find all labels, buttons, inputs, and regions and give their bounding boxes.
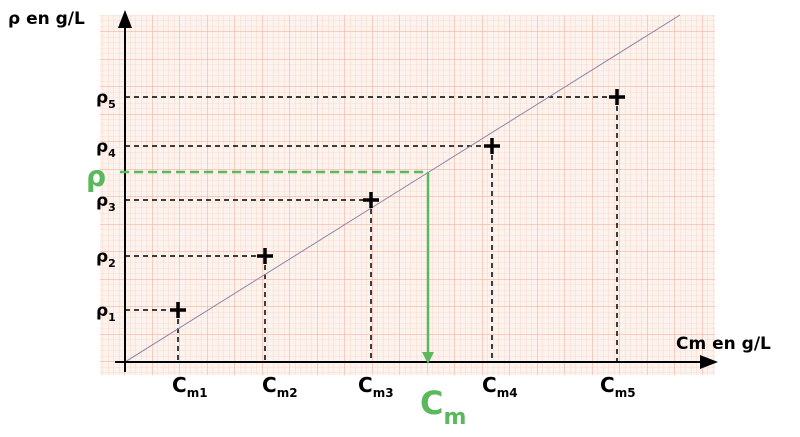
- point-cross: [257, 248, 273, 264]
- point-cross: [609, 89, 625, 105]
- x-label-base: C: [482, 373, 497, 397]
- x-label-sub: m4: [497, 386, 518, 400]
- x-label-sub: m1: [187, 386, 208, 400]
- calibration-line: [124, 14, 681, 363]
- y-label-base: ρ: [96, 88, 108, 108]
- point-cross: [484, 138, 500, 154]
- y-label: ρ1: [96, 301, 116, 324]
- point-cross: [170, 302, 186, 318]
- x-axis-label: Cm en g/L: [676, 334, 771, 354]
- reading-arrow: [422, 352, 434, 364]
- x-label-base: C: [262, 373, 277, 397]
- reading-x-sub: m: [443, 405, 466, 430]
- y-label: ρ2: [96, 247, 116, 270]
- x-label: Cm4: [482, 373, 518, 400]
- y-label-sub: 3: [108, 201, 116, 214]
- x-label-base: C: [358, 373, 373, 397]
- y-label-sub: 1: [108, 311, 116, 324]
- y-label-sub: 2: [108, 257, 116, 270]
- y-label-base: ρ: [96, 247, 108, 267]
- x-label-base: C: [172, 373, 187, 397]
- guides: [125, 96, 618, 362]
- y-label-base: ρ: [96, 301, 108, 321]
- reading-y-label: ρ: [86, 160, 106, 193]
- reading-x-base: C: [420, 384, 443, 422]
- y-arrow: [118, 10, 132, 28]
- x-label: Cm1: [172, 373, 208, 400]
- x-label: Cm2: [262, 373, 298, 400]
- y-label-sub: 4: [108, 147, 116, 160]
- y-label-sub: 5: [108, 98, 116, 111]
- x-label: Cm3: [358, 373, 394, 400]
- graph-grid: [100, 15, 715, 375]
- x-label-sub: m3: [373, 386, 394, 400]
- reading-x-label: Cm: [420, 384, 466, 430]
- x-label-sub: m2: [277, 386, 298, 400]
- x-label-sub: m5: [615, 386, 636, 400]
- y-label-base: ρ: [96, 137, 108, 157]
- y-label: ρ4: [96, 137, 116, 160]
- y-label: ρ3: [96, 191, 116, 214]
- y-label-base: ρ: [96, 191, 108, 211]
- x-label-base: C: [600, 373, 615, 397]
- x-arrow: [700, 355, 718, 369]
- y-axis-label: ρ en g/L: [8, 9, 85, 29]
- points: [170, 89, 625, 318]
- point-cross: [363, 192, 379, 208]
- y-label: ρ5: [96, 88, 116, 111]
- x-label: Cm5: [600, 373, 636, 400]
